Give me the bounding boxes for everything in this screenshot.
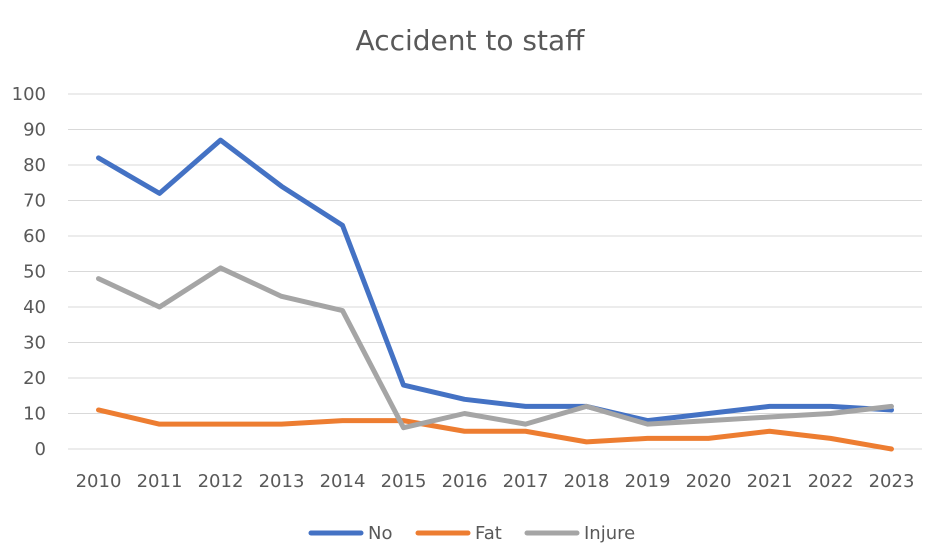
x-tick-label: 2017	[503, 471, 549, 492]
y-tick-label: 90	[23, 120, 46, 141]
y-tick-label: 10	[23, 404, 46, 425]
x-tick-label: 2019	[625, 471, 671, 492]
y-tick-label: 100	[12, 84, 46, 105]
x-tick-label: 2022	[808, 471, 854, 492]
legend-label-fat: Fat	[475, 523, 502, 544]
y-tick-label: 70	[23, 191, 46, 212]
series-lines	[96, 137, 894, 452]
x-tick-label: 2015	[381, 471, 427, 492]
x-tick-label: 2012	[198, 471, 244, 492]
legend: No Fat Injure	[308, 523, 635, 544]
series-line-injure	[96, 265, 894, 431]
y-tick-label: 20	[23, 368, 46, 389]
legend-label-injure: Injure	[584, 523, 635, 544]
chart-title: Accident to staff	[356, 24, 586, 57]
gridlines	[68, 93, 922, 450]
x-axis-ticks: 2010 2011 2012 2013 2014 2015 2016 2017 2018 2019…	[76, 471, 915, 492]
y-tick-label: 30	[23, 333, 46, 354]
x-tick-label: 2021	[747, 471, 793, 492]
series-line-fat	[96, 407, 894, 452]
y-tick-label: 0	[35, 439, 46, 460]
y-tick-label: 80	[23, 155, 46, 176]
x-tick-label: 2013	[259, 471, 305, 492]
x-tick-label: 2010	[76, 471, 122, 492]
y-tick-label: 60	[23, 226, 46, 247]
y-tick-label: 40	[23, 297, 46, 318]
x-tick-label: 2020	[686, 471, 732, 492]
x-tick-label: 2016	[442, 471, 488, 492]
x-tick-label: 2014	[320, 471, 366, 492]
y-axis-ticks: 0 10 20 30 40 50 60 70 80 90 100	[12, 84, 46, 460]
x-tick-label: 2018	[564, 471, 610, 492]
legend-label-no: No	[368, 523, 392, 544]
x-tick-label: 2023	[869, 471, 915, 492]
series-line-no	[96, 137, 894, 424]
y-tick-label: 50	[23, 262, 46, 283]
x-tick-label: 2011	[137, 471, 183, 492]
